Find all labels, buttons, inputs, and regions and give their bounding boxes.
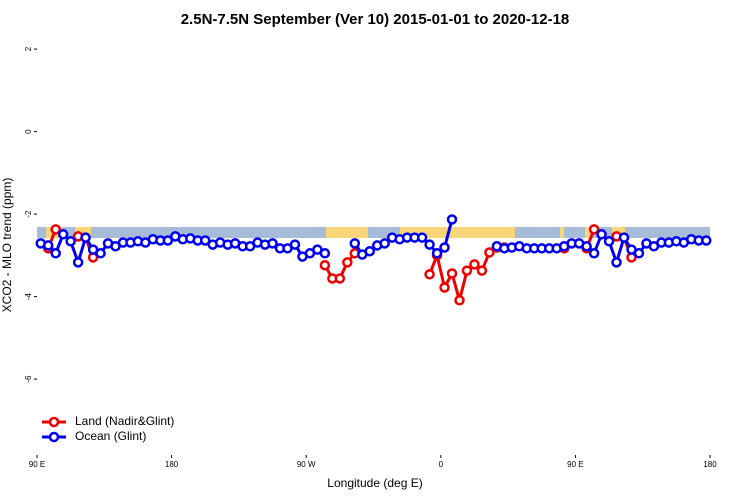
y-tick-label: -4 xyxy=(24,292,33,300)
data-point xyxy=(50,248,61,259)
x-tick-label: 0 xyxy=(439,460,444,469)
data-point xyxy=(446,268,458,279)
x-axis-label: Longitude (deg E) xyxy=(327,476,422,490)
y-tick-label: 0 xyxy=(24,129,33,134)
data-point xyxy=(611,257,622,268)
y-tick-label: -2 xyxy=(24,210,33,218)
land-band xyxy=(400,227,515,238)
data-point xyxy=(379,238,390,249)
data-point xyxy=(588,248,600,259)
data-point xyxy=(701,235,712,246)
data-point xyxy=(588,224,600,235)
data-point xyxy=(319,248,331,259)
data-point xyxy=(95,248,106,259)
legend-label: Ocean (Glint) xyxy=(75,429,146,443)
data-point xyxy=(416,232,428,243)
data-point xyxy=(289,239,301,250)
data-point xyxy=(633,248,645,259)
y-axis-label: XCO2 - MLO trend (ppm) xyxy=(0,178,14,313)
x-tick-label: 180 xyxy=(703,460,717,469)
data-point xyxy=(349,238,361,249)
data-point xyxy=(446,214,458,225)
data-point xyxy=(484,247,495,258)
y-tick-label: 2 xyxy=(24,46,33,51)
land-band xyxy=(326,227,368,238)
data-point xyxy=(162,235,174,246)
data-point xyxy=(424,269,435,280)
data-point xyxy=(618,232,630,243)
legend-marker xyxy=(48,431,60,443)
x-tick-label: 90 E xyxy=(29,460,45,469)
legend: Land (Nadir&Glint)Ocean (Glint) xyxy=(42,414,174,443)
data-point xyxy=(454,295,465,306)
land-band xyxy=(560,227,564,238)
data-point xyxy=(364,245,376,257)
data-point xyxy=(469,259,480,270)
series xyxy=(35,214,712,268)
data-point xyxy=(50,224,61,235)
legend-label: Land (Nadir&Glint) xyxy=(75,414,174,428)
data-point xyxy=(200,235,211,246)
data-point xyxy=(603,236,615,247)
data-point xyxy=(42,240,54,251)
land-band xyxy=(585,227,592,238)
data-point xyxy=(334,273,346,284)
legend-marker xyxy=(48,416,60,428)
data-point xyxy=(57,229,69,240)
x-tick-label: 90 W xyxy=(297,460,316,469)
data-point xyxy=(72,257,84,268)
data-point xyxy=(342,257,353,268)
chart-title: 2.5N-7.5N September (Ver 10) 2015-01-01 … xyxy=(181,11,570,28)
data-point xyxy=(476,265,488,276)
data-point xyxy=(581,241,592,252)
data-point xyxy=(431,248,443,259)
data-point xyxy=(439,282,450,293)
data-point xyxy=(439,242,450,253)
data-point xyxy=(65,236,76,247)
data-point xyxy=(596,229,607,240)
data-point xyxy=(424,239,435,250)
data-point xyxy=(319,259,331,271)
land-band xyxy=(75,227,91,238)
ocean-band xyxy=(37,227,710,238)
data-point xyxy=(461,265,473,276)
y-tick-label: -6 xyxy=(24,375,33,383)
data-point xyxy=(267,238,278,249)
x-tick-label: 90 E xyxy=(567,460,583,469)
x-tick-label: 180 xyxy=(165,460,179,469)
data-point xyxy=(80,232,91,243)
